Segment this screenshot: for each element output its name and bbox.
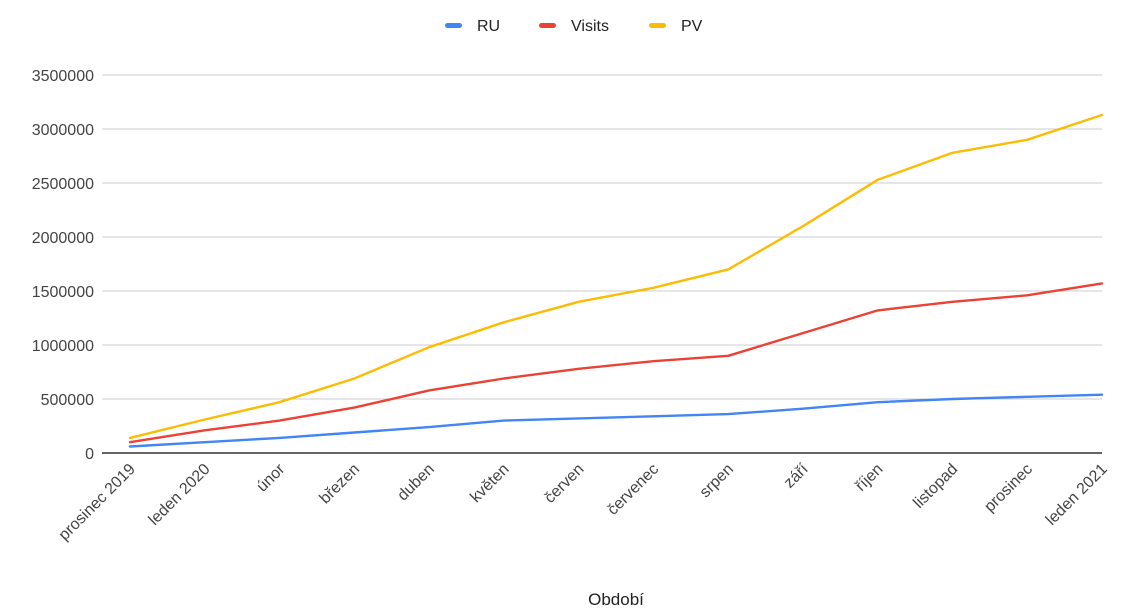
- x-tick-label: prosinec 2019: [56, 461, 139, 544]
- x-tick-label: leden 2020: [146, 461, 214, 529]
- x-tick-label: únor: [254, 460, 289, 495]
- y-tick-label: 500000: [41, 392, 94, 409]
- x-tick-label: leden 2021: [1043, 461, 1111, 529]
- series-line-visits: [128, 282, 1104, 444]
- y-tick-label: 0: [85, 446, 94, 463]
- x-axis-title: Období: [588, 590, 644, 609]
- y-tick-label: 3500000: [32, 68, 94, 85]
- series-line-pv: [128, 113, 1104, 440]
- series-line-ru: [128, 393, 1104, 448]
- x-tick-label: duben: [394, 461, 437, 504]
- chart-gridlines: [102, 74, 1102, 454]
- y-axis-ticks: 0 500000 1000000 1500000 2000000 2500000 30000…: [32, 68, 94, 463]
- x-tick-label: květen: [467, 461, 512, 506]
- legend-label: PV: [681, 18, 703, 35]
- chart-legend: RU Visits PV: [445, 18, 703, 35]
- y-tick-label: 1000000: [32, 338, 94, 355]
- legend-swatch-ru: [445, 23, 462, 28]
- legend-swatch-pv: [649, 23, 666, 28]
- y-tick-label: 2000000: [32, 230, 94, 247]
- y-tick-label: 1500000: [32, 284, 94, 301]
- legend-label: RU: [477, 18, 500, 35]
- y-tick-label: 3000000: [32, 122, 94, 139]
- x-tick-label: červenec: [604, 461, 662, 519]
- x-tick-label: listopad: [910, 461, 961, 512]
- legend-swatch-visits: [539, 23, 556, 28]
- x-tick-label: říjen: [852, 461, 886, 495]
- x-axis-ticks: prosinec 2019 leden 2020 únor březen duben kv…: [56, 460, 1111, 544]
- x-tick-label: srpen: [697, 461, 737, 501]
- legend-label: Visits: [571, 18, 609, 35]
- x-tick-label: červen: [541, 461, 587, 507]
- y-tick-label: 2500000: [32, 176, 94, 193]
- chart-series: [128, 113, 1104, 448]
- x-tick-label: prosinec: [981, 461, 1036, 516]
- x-tick-label: březen: [317, 461, 364, 508]
- x-tick-label: září: [781, 460, 812, 491]
